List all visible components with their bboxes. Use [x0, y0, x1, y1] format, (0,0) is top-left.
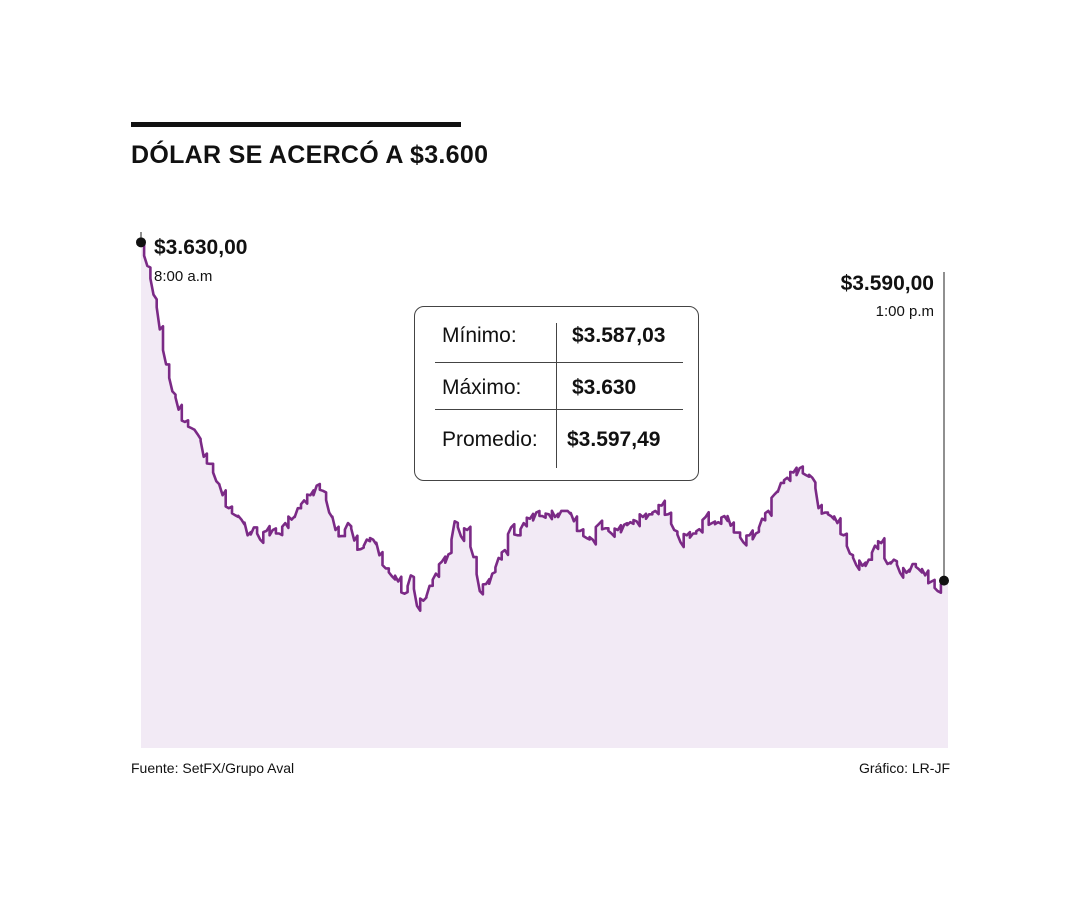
title-rule — [131, 122, 461, 127]
stat-value-max: $3.630 — [572, 376, 637, 399]
stats-box: Mínimo: $3.587,03 Máximo: $3.630 Promedi… — [414, 306, 699, 481]
source-note: Fuente: SetFX/Grupo Aval — [131, 760, 295, 776]
stat-label-min: Mínimo: — [442, 324, 517, 347]
stat-label-avg: Promedio: — [442, 428, 538, 451]
end-time-label: 1:00 p.m — [875, 303, 934, 320]
end-point-marker — [939, 575, 949, 586]
stat-value-avg: $3.597,49 — [567, 428, 661, 451]
credit-note: Gráfico: LR-JF — [858, 760, 950, 776]
start-point-marker — [136, 237, 146, 248]
start-value-label: $3.630,00 — [154, 236, 248, 259]
start-time-label: 8:00 a.m — [154, 268, 213, 285]
series-line — [140, 239, 945, 612]
stats-row-divider — [435, 362, 683, 363]
chart-title: DÓLAR SE ACERCÓ A $3.600 — [131, 141, 489, 169]
stats-column-divider — [556, 323, 557, 468]
area-fill — [141, 240, 948, 748]
stat-value-min: $3.587,03 — [572, 324, 666, 347]
stat-label-max: Máximo: — [442, 376, 522, 399]
end-value-label: $3.590,00 — [840, 272, 934, 295]
stats-row-divider — [435, 409, 683, 410]
